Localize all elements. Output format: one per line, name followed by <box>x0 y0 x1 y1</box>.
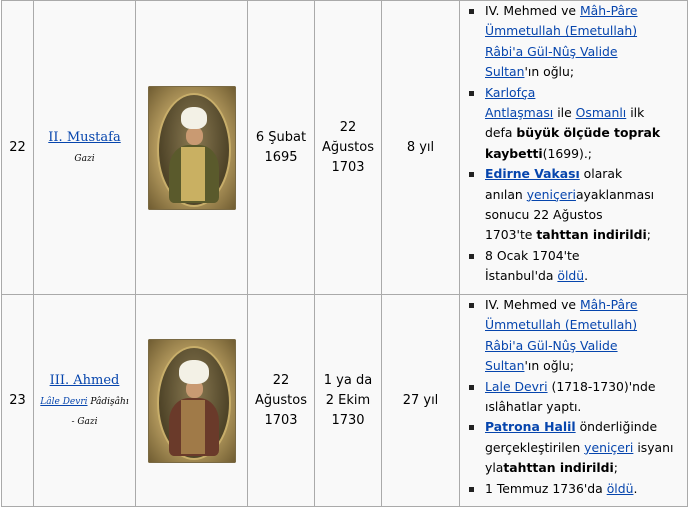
note-text: önderliğinde <box>575 419 658 435</box>
reign-start-cell: 6 Şubat 1695 <box>247 0 315 295</box>
note-link[interactable]: Râbi'a Gül-Nûş Valide <box>485 337 618 353</box>
note-text: ile <box>553 105 576 121</box>
portrait-cell <box>135 0 248 295</box>
sultan-name-link[interactable]: II. Mustafa <box>48 129 121 145</box>
reign-start-line: 6 Şubat <box>255 129 307 145</box>
reign-end-line: 1 ya da <box>323 372 373 388</box>
note-bold: büyük ölçüde toprak <box>516 125 661 141</box>
note-text: gerçekleştirilen <box>485 439 585 455</box>
note-link[interactable]: Antlaşması <box>485 105 554 121</box>
note-text: anılan <box>485 186 527 202</box>
reign-end-cell: 22 Ağustos 1703 <box>314 0 382 295</box>
reign-end-line: 22 <box>339 119 357 135</box>
reign-end-line: 1730 <box>331 412 365 428</box>
note-text: ; <box>613 460 618 476</box>
note-text: ayaklanması <box>575 186 655 202</box>
note-link[interactable]: Ümmetullah (Emetullah) <box>485 23 638 39</box>
list-item: Lale Devri (1718-1730)'nde ıslâhatlar yap… <box>469 377 687 418</box>
note-text: 1 Temmuz 1736'da <box>485 480 607 496</box>
note-text: IV. Mehmed ve <box>485 297 580 312</box>
reign-duration: 27 yıl <box>381 294 460 507</box>
note-text: . <box>584 268 589 284</box>
sultan-name-link[interactable]: III. Ahmed <box>49 372 120 388</box>
note-text: ilk <box>626 105 645 121</box>
note-link[interactable]: Osmanlı <box>575 105 627 121</box>
sultan-portrait-image[interactable] <box>147 85 236 210</box>
note-text: 'ın oğlu; <box>524 358 575 374</box>
note-link[interactable]: Mâh-Pâre <box>579 3 638 18</box>
note-link[interactable]: Patrona Halil <box>485 419 576 435</box>
sultan-name-cell: II. Mustafa Gazi <box>33 0 136 295</box>
note-bold: kaybetti <box>485 145 543 161</box>
sultan-name-cell: III. Ahmed Lâle Devri Pâdişâhı - Gazi <box>33 294 136 507</box>
note-link[interactable]: Lale Devri <box>485 378 548 394</box>
note-text: yla <box>485 460 504 476</box>
reign-duration: 8 yıl <box>381 0 460 295</box>
note-link[interactable]: yeniçeri <box>526 186 576 202</box>
note-link[interactable]: öldü <box>606 480 634 496</box>
notes-list: IV. Mehmed ve Mâh-Pâre Ümmetullah (Emetul… <box>460 295 687 499</box>
list-item: Karlofça Antlaşması ile Osmanlı ilk defa b… <box>469 83 687 165</box>
reign-start-line: 1695 <box>264 149 298 165</box>
note-text: 1703'te <box>485 227 537 243</box>
list-item: IV. Mehmed ve Mâh-Pâre Ümmetullah (Emetul… <box>469 1 687 83</box>
portrait-cell <box>135 294 248 507</box>
list-item: 8 Ocak 1704'te İstanbul'da öldü. <box>469 246 687 287</box>
note-link[interactable]: Sultan <box>485 358 525 374</box>
list-item: Patrona Halil önderliğinde gerçekleştiril… <box>469 417 687 478</box>
note-text: ; <box>646 227 651 243</box>
notes-cell: IV. Mehmed ve Mâh-Pâre Ümmetullah (Emetul… <box>459 294 688 507</box>
sultan-title-text: Pâdişâhı <box>87 396 129 407</box>
notes-cell: IV. Mehmed ve Mâh-Pâre Ümmetullah (Emetul… <box>459 0 688 295</box>
reign-start-cell: 22 Ağustos 1703 <box>247 294 315 507</box>
sultan-title: Lâle Devri Pâdişâhı - Gazi <box>40 397 128 427</box>
note-text: ıslâhatlar yaptı. <box>485 399 582 415</box>
note-text: 'ın oğlu; <box>524 64 575 80</box>
reign-start-line: Ağustos <box>255 392 307 408</box>
note-text: defa <box>485 125 517 141</box>
reign-end-cell: 1 ya da 2 Ekim 1730 <box>314 294 382 507</box>
note-text: isyanı <box>633 439 674 455</box>
list-item: 1 Temmuz 1736'da öldü. <box>469 479 687 499</box>
note-link[interactable]: yeniçeri <box>584 439 634 455</box>
list-item: IV. Mehmed ve Mâh-Pâre Ümmetullah (Emetul… <box>469 295 687 377</box>
note-text: olarak <box>579 166 623 182</box>
reign-end-line: 1703 <box>331 159 365 175</box>
sultan-title: Gazi <box>74 153 95 164</box>
note-link[interactable]: Mâh-Pâre <box>579 297 638 312</box>
note-text: (1718-1730)'nde <box>547 378 656 394</box>
reign-end-line: 2 Ekim <box>325 392 371 408</box>
note-link[interactable]: Râbi'a Gül-Nûş Valide <box>485 43 618 59</box>
sultan-title-text: - Gazi <box>71 416 98 427</box>
note-bold: tahttan indirildi <box>536 227 647 243</box>
list-item: Edirne Vakası olarak anılan yeniçeriayakl… <box>469 164 687 246</box>
note-text: 8 Ocak 1704'te <box>485 247 580 263</box>
sultan-portrait-image[interactable] <box>147 338 236 463</box>
reign-start-line: 1703 <box>264 412 298 428</box>
note-link[interactable]: Edirne Vakası <box>485 166 580 182</box>
note-link[interactable]: Karlofça <box>485 84 536 100</box>
reign-end-line: Ağustos <box>322 139 374 155</box>
row-number: 22 <box>1 0 34 295</box>
note-text: İstanbul'da <box>485 268 558 284</box>
note-text: sonucu 22 Ağustos <box>485 207 603 223</box>
note-text: . <box>633 480 638 496</box>
note-bold: tahttan indirildi <box>503 460 614 476</box>
note-link[interactable]: öldü <box>557 268 585 284</box>
note-text: (1699).; <box>542 145 592 161</box>
note-text: IV. Mehmed ve <box>485 3 580 18</box>
row-number: 23 <box>1 294 34 507</box>
notes-list: IV. Mehmed ve Mâh-Pâre Ümmetullah (Emetul… <box>460 1 687 287</box>
sultan-title-link[interactable]: Lâle Devri <box>40 396 88 407</box>
table-row: 23 III. Ahmed Lâle Devri Pâdişâhı - Gazi … <box>1 294 688 507</box>
note-link[interactable]: Ümmetullah (Emetullah) <box>485 317 638 333</box>
note-link[interactable]: Sultan <box>485 64 525 80</box>
table-row: 22 II. Mustafa Gazi 6 Şubat 1695 22 Ağus… <box>1 0 688 295</box>
reign-start-line: 22 <box>272 372 290 388</box>
